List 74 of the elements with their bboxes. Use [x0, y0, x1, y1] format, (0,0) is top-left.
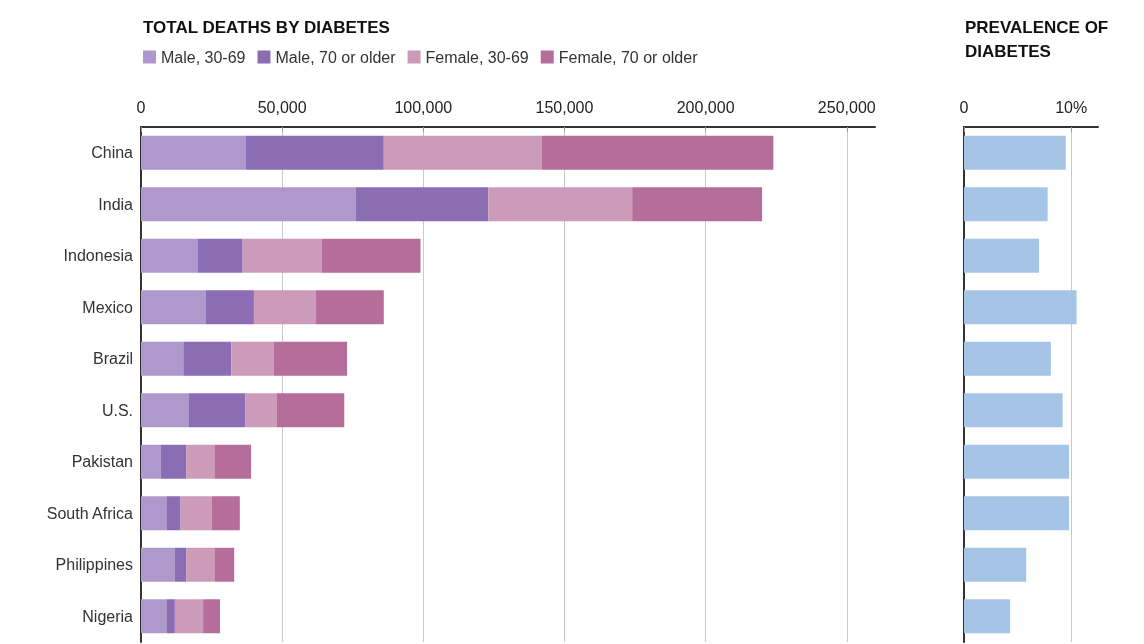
bar [141, 393, 189, 428]
bar [174, 599, 204, 634]
bar [355, 187, 489, 222]
bar [541, 135, 774, 170]
bar [964, 290, 1077, 325]
x-tick-label: 100,000 [394, 98, 453, 116]
bar [141, 187, 356, 222]
bar [276, 393, 345, 428]
bar [488, 187, 633, 222]
bar [964, 393, 1063, 428]
y-tick-label: Philippines [55, 556, 133, 574]
y-tick-label: U.S. [101, 401, 133, 419]
bar [964, 135, 1066, 170]
bar [205, 290, 254, 325]
bar [632, 187, 763, 222]
bar [174, 547, 187, 582]
y-tick-label: Brazil [92, 350, 133, 368]
x-tick-label: 250,000 [817, 98, 876, 116]
bar [211, 496, 240, 531]
bar [197, 238, 243, 273]
legend-label: Male, 70 or older [275, 48, 397, 66]
bar [383, 135, 542, 170]
bar [160, 444, 187, 479]
bar [964, 238, 1040, 273]
bar [141, 290, 206, 325]
bar [203, 599, 221, 634]
x-tick-label: 0 [959, 98, 969, 116]
y-tick-label: China [91, 144, 134, 162]
bar [245, 393, 277, 428]
bar [141, 444, 161, 479]
bar [964, 444, 1070, 479]
x-tick-label: 150,000 [535, 98, 594, 116]
bar [214, 547, 235, 582]
y-tick-label: Indonesia [63, 247, 134, 265]
y-tick-label: South Africa [46, 504, 134, 522]
bar [141, 238, 198, 273]
bar [964, 496, 1070, 531]
bar [141, 135, 246, 170]
legend-label: Female, 70 or older [558, 48, 699, 66]
bar [180, 496, 212, 531]
bar [166, 496, 181, 531]
chart-title: PREVALENCE OF DIABETES [965, 17, 1113, 61]
bar [964, 341, 1051, 376]
bar [273, 341, 348, 376]
x-tick-label: 0 [136, 98, 146, 116]
bar [964, 599, 1011, 634]
y-tick-label: Mexico [82, 298, 134, 316]
bar [964, 187, 1048, 222]
bar [242, 238, 322, 273]
bar [321, 238, 421, 273]
bar [141, 547, 175, 582]
x-tick-label: 50,000 [257, 98, 307, 116]
x-tick-label: 200,000 [676, 98, 735, 116]
bar [253, 290, 317, 325]
legend-label: Female, 30-69 [425, 48, 529, 66]
bar [964, 547, 1027, 582]
bar [214, 444, 252, 479]
legend-label: Male, 30-69 [161, 48, 246, 66]
bar [141, 599, 167, 634]
bar [186, 547, 215, 582]
chart-title: TOTAL DEATHS BY DIABETES [143, 17, 390, 37]
bar [141, 341, 184, 376]
bar [166, 599, 175, 634]
bar [316, 290, 384, 325]
bar [188, 393, 246, 428]
y-tick-label: Nigeria [82, 607, 134, 625]
bar [186, 444, 215, 479]
y-tick-label: Pakistan [71, 453, 133, 471]
bar [183, 341, 232, 376]
x-tick-label: 10% [1055, 98, 1088, 116]
bar [245, 135, 384, 170]
bar [141, 496, 167, 531]
bar [231, 341, 274, 376]
y-tick-label: India [98, 195, 134, 213]
